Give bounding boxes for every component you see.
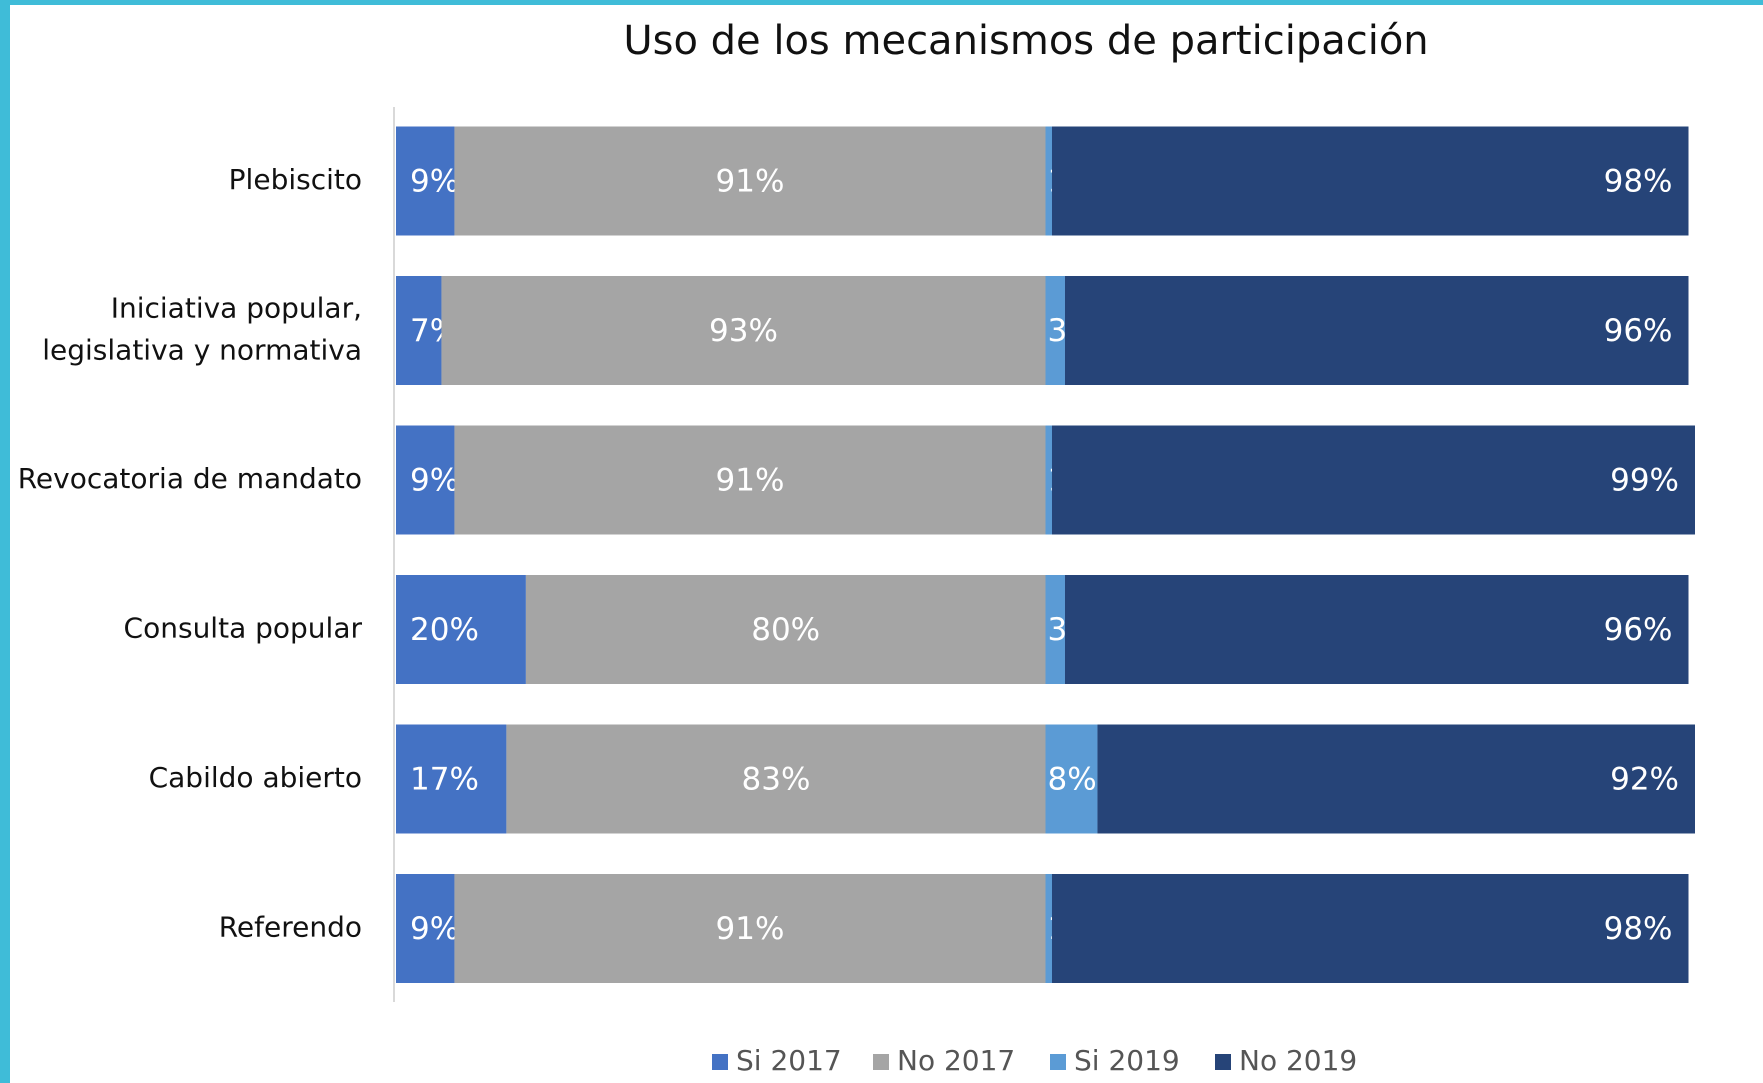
left-border: [0, 0, 10, 1083]
bar-segment: [1045, 724, 1098, 834]
bar-segment: [1045, 575, 1065, 684]
data-label: 20%: [410, 612, 479, 648]
legend-label: Si 2019: [1074, 1044, 1180, 1077]
category-label: Plebiscito: [229, 163, 362, 196]
bar-segment: [1051, 874, 1689, 983]
bar-segment: [1097, 724, 1695, 834]
bar-segment: [1045, 874, 1052, 983]
bar-segment: [441, 276, 1046, 385]
data-label: 9%: [410, 911, 459, 947]
data-label: 99%: [1610, 463, 1679, 499]
bar-segment: [396, 724, 507, 834]
data-label: 92%: [1610, 762, 1679, 798]
data-label: 9%: [410, 463, 459, 499]
top-border: [0, 0, 1763, 5]
bar-segment: [1051, 126, 1689, 236]
data-label: 98%: [1604, 911, 1673, 947]
chart-title: Uso de los mecanismos de participación: [623, 18, 1428, 64]
bar-segment: [1064, 575, 1689, 684]
category-label: Cabildo abierto: [149, 761, 362, 794]
legend-label: Si 2017: [736, 1044, 842, 1077]
data-label: 96%: [1604, 612, 1673, 648]
bar-segment: [396, 575, 526, 684]
bar-segment: [454, 126, 1046, 236]
bar-segment: [396, 276, 442, 385]
legend-swatch: [1050, 1054, 1066, 1070]
bar-segment: [506, 724, 1046, 834]
legend-swatch: [1215, 1054, 1231, 1070]
legend-label: No 2019: [1239, 1044, 1357, 1077]
bar-segment: [396, 126, 455, 236]
bar-segment: [1045, 126, 1052, 236]
legend-label: No 2017: [897, 1044, 1015, 1077]
legend-swatch: [873, 1054, 889, 1070]
data-label: 17%: [410, 762, 479, 798]
category-label: Referendo: [219, 911, 362, 944]
bar-segment: [1045, 276, 1065, 385]
data-label: 93%: [709, 313, 778, 349]
data-label: 98%: [1604, 164, 1673, 200]
bar-segment: [454, 425, 1046, 535]
data-label: 9%: [410, 164, 459, 200]
data-label: 96%: [1604, 313, 1673, 349]
data-label: 83%: [742, 762, 811, 798]
bar-segment: [1051, 425, 1695, 535]
bar-segment: [396, 874, 455, 983]
category-label: Revocatoria de mandato: [18, 462, 362, 495]
legend-swatch: [712, 1054, 728, 1070]
bar-segment: [454, 874, 1046, 983]
bar-segment: [1045, 425, 1052, 535]
bar-segment: [396, 425, 455, 535]
bar-segment: [525, 575, 1046, 684]
category-label: Consulta popular: [124, 612, 363, 645]
data-label: 8%: [1048, 762, 1097, 798]
category-label: Iniciativa popular, legislativa y normati…: [42, 292, 362, 367]
data-label: 91%: [716, 911, 785, 947]
data-label: 91%: [716, 463, 785, 499]
bar-segment: [1064, 276, 1689, 385]
data-label: 91%: [716, 164, 785, 200]
data-label: 80%: [751, 612, 820, 648]
